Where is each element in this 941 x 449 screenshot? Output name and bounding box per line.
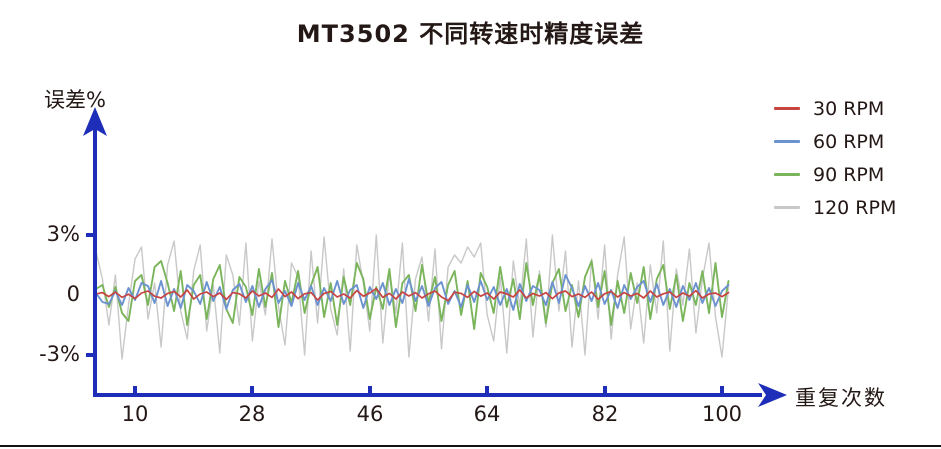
chart-title: MT3502 不同转速时精度误差 <box>296 20 645 48</box>
legend: 30 RPM 60 RPM 90 RPM 120 RPM <box>774 92 896 224</box>
legend-swatch-90rpm-icon <box>774 173 800 176</box>
legend-label-90rpm: 90 RPM <box>813 163 885 186</box>
x-tick-label-46: 46 <box>356 402 384 426</box>
legend-swatch-60rpm-icon <box>774 140 800 143</box>
x-tick-label-64: 64 <box>473 402 501 426</box>
legend-swatch-120rpm-icon <box>774 206 800 209</box>
y-tick-label-3: 3% <box>46 222 80 246</box>
series-lines <box>94 234 730 360</box>
x-axis-arrow-icon <box>758 383 787 407</box>
legend-label-30rpm: 30 RPM <box>813 97 885 120</box>
y-tick-label-minus3: -3% <box>39 342 80 366</box>
legend-label-60rpm: 60 RPM <box>813 130 885 153</box>
legend-label-120rpm: 120 RPM <box>813 196 897 219</box>
legend-item-60rpm: 60 RPM <box>774 125 896 158</box>
series-line-30-rpm <box>95 287 730 302</box>
y-axis-arrow-icon <box>83 107 107 136</box>
legend-item-120rpm: 120 RPM <box>774 191 896 224</box>
x-axis-label: 重复次数 <box>795 386 887 410</box>
series-line-60-rpm <box>94 274 730 311</box>
legend-item-30rpm: 30 RPM <box>774 92 896 125</box>
x-tick-label-28: 28 <box>238 402 266 426</box>
legend-item-90rpm: 90 RPM <box>774 158 896 191</box>
y-axis-label: 误差% <box>44 88 106 112</box>
x-tick-label-82: 82 <box>591 402 619 426</box>
x-tick-label-10: 10 <box>121 402 149 426</box>
y-tick-label-0: 0 <box>66 282 80 306</box>
legend-swatch-30rpm-icon <box>774 107 800 110</box>
series-line-120-rpm <box>95 234 730 360</box>
page-bottom-divider <box>0 445 941 447</box>
y-axis <box>83 107 107 397</box>
x-tick-label-100: 100 <box>701 402 743 426</box>
x-axis <box>93 383 787 407</box>
